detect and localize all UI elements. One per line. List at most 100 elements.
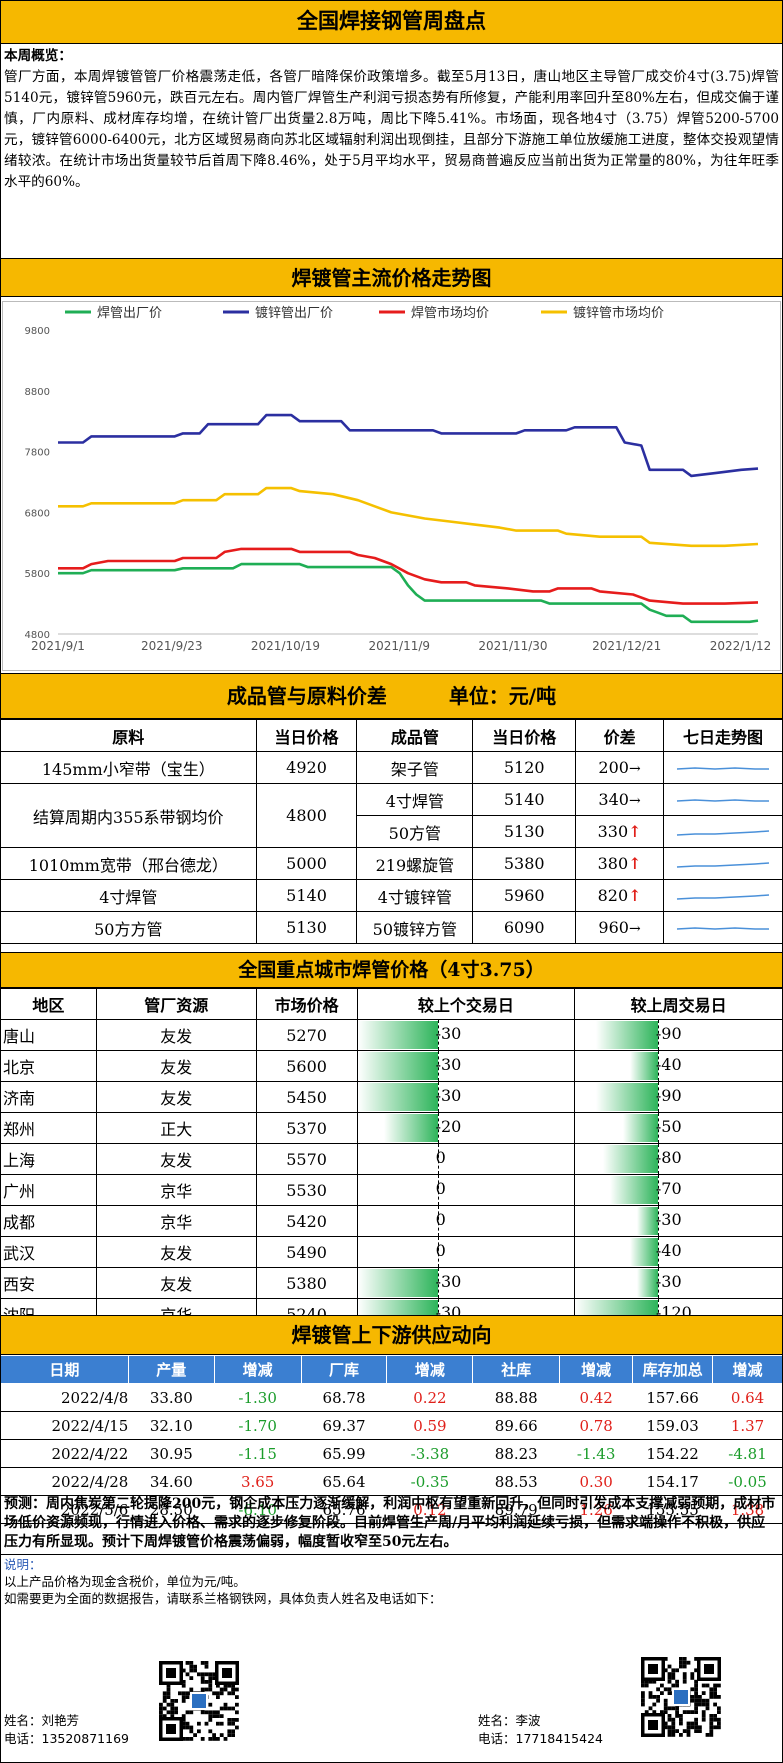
spread-header: 七日走势图 [663,719,783,752]
supply-cell: 0.30 [559,1467,633,1496]
seven-day-sparkline [663,783,783,816]
change-value: -90 [655,1086,682,1105]
raw-price: 5000 [255,847,358,880]
spread-header: 原料 [0,719,257,752]
cities-section-title: 全国重点城市焊管价格（4寸3.75） [0,952,783,988]
y-tick-label: 5800 [25,569,50,580]
zero-axis [437,1020,439,1050]
change-bar [595,1083,658,1111]
zero-axis [437,1206,439,1236]
sparkline [676,798,769,802]
seven-day-sparkline [663,911,783,944]
city-name: 广州 [0,1174,97,1206]
spread-row: 50方方管 5130 50镀锌方管 6090 960→ [0,911,783,944]
supply-cell: 0.78 [559,1411,633,1440]
price-trend-chart: 4800 5800 6800 7800 8800 9800 2021/9/1 2021/9/2… [2,301,781,671]
zero-axis [657,1268,659,1298]
zero-axis [437,1144,439,1174]
spread-title: 成品管与原料价差 [226,684,387,708]
change-value: -40 [655,1055,682,1074]
supply-cell: 68.78 [301,1383,387,1412]
mill-name: 友发 [95,1050,257,1082]
supply-cell: 0.59 [386,1411,473,1440]
mill-name: 友发 [95,1081,257,1113]
mill-name: 京华 [95,1174,257,1206]
supply-cell: 2022/4/22 [0,1439,129,1468]
supply-header: 增减 [213,1355,302,1384]
supply-cell: 1.38 [712,1495,783,1524]
supply-cell: 0.22 [386,1383,473,1412]
x-tick-label: 2021/10/19 [251,639,320,653]
change-bar [357,1269,438,1297]
supply-row: 2022/4/8 33.80 -1.30 68.78 0.22 88.88 0.42 157.… [0,1383,783,1412]
supply-header: 厂库 [300,1355,388,1384]
x-tick-label: 2021/9/23 [141,639,203,653]
raw-material: 50方方管 [0,911,257,944]
supply-cell: 1.26 [559,1495,633,1524]
market-price: 5600 [255,1050,358,1082]
legend-item: 焊管市场均价 [379,305,489,321]
change-bar [602,1145,658,1173]
supply-cell: 30.95 [128,1439,215,1468]
product-price: 5120 [472,751,577,784]
spread-header-row: 原料 当日价格 成品管 当日价格 价差 七日走势图 [0,719,783,752]
change-value: -40 [655,1241,682,1260]
supply-header: 增减 [386,1355,474,1384]
zero-axis [657,1113,659,1143]
seven-day-sparkline [663,847,783,880]
mill-name: 友发 [95,1236,257,1268]
supply-cell: -0.05 [712,1467,783,1496]
supply-cell: -3.38 [386,1439,473,1468]
product: 50镀锌方管 [356,911,474,944]
seven-day-sparkline [663,879,783,912]
spread-table: 原料 当日价格 成品管 当日价格 价差 七日走势图 145mm小窄带（宝生） 49… [0,719,783,944]
change-value: -80 [655,1148,682,1167]
x-tick-label: 2021/11/9 [368,639,430,653]
change-value: 0 [435,1179,446,1198]
legend-item: 镀锌管市场均价 [541,305,664,321]
city-row: 成都 京华 5420 0 -30 [0,1205,783,1237]
spread-row: 50方管 5130 330↑ [1,815,783,848]
qr-code-2 [640,1656,722,1738]
sparkline [676,829,770,836]
spread-row: 145mm小窄带（宝生） 4920 架子管 5120 200→ [0,751,783,784]
forecast-text: 预测：周内焦炭第二轮提降200元，钢企成本压力逐渐缓解，利润中枢有望重新回升，但… [4,1496,776,1550]
spread-unit: 单位：元/吨 [448,684,557,708]
supply-header: 产量 [127,1355,215,1384]
supply-cell: 88.53 [472,1467,560,1496]
supply-cell: -1.43 [559,1439,633,1468]
spread-section-title: 成品管与原料价差 单位：元/吨 [0,673,783,719]
supply-header: 日期 [0,1355,129,1384]
svg-text:焊管出厂价: 焊管出厂价 [97,305,162,321]
spread-header: 成品管 [356,719,474,752]
change-value: -70 [655,1179,682,1198]
zero-axis [437,1237,439,1267]
change-vs-last-week: -50 [574,1112,783,1144]
supply-cell: 34.60 [128,1467,215,1496]
zero-axis [657,1051,659,1081]
city-row: 上海 友发 5570 0 -80 [0,1143,783,1175]
product: 219螺旋管 [356,847,474,880]
city-name: 上海 [0,1143,97,1175]
market-price: 5380 [255,1267,358,1299]
x-tick-label: 2021/9/1 [31,639,85,653]
product: 架子管 [356,751,474,784]
supply-header-row: 日期 产量 增减 厂库 增减 社库 增减 库存加总 增减 [0,1355,783,1384]
supply-cell: 69.37 [301,1411,387,1440]
seven-day-sparkline [663,751,783,784]
overview-text: 管厂方面，本周焊镀管管厂价格震荡走低，各管厂暗降保价政策增多。截至5月13日，唐… [4,69,779,190]
supply-cell: 32.10 [128,1411,215,1440]
change-bar [623,1114,658,1142]
change-value: -30 [655,1210,682,1229]
product: 50方管 [356,815,474,848]
change-vs-last-week: -30 [574,1205,783,1237]
supply-header: 增减 [712,1355,783,1384]
change-value: 0 [435,1210,446,1229]
raw-material: 4寸焊管 [0,879,257,912]
y-tick-label: 9800 [25,326,50,337]
spread-value: 380↑ [575,847,665,880]
zero-axis [657,1175,659,1205]
supply-row: 2022/5/6 28.50 -6.10 65.76 0.12 89.79 1.26 155.… [0,1495,783,1524]
contact-2: 姓名：李波 电话：17718415424 [478,1712,603,1748]
supply-cell: 2022/4/28 [0,1467,129,1496]
